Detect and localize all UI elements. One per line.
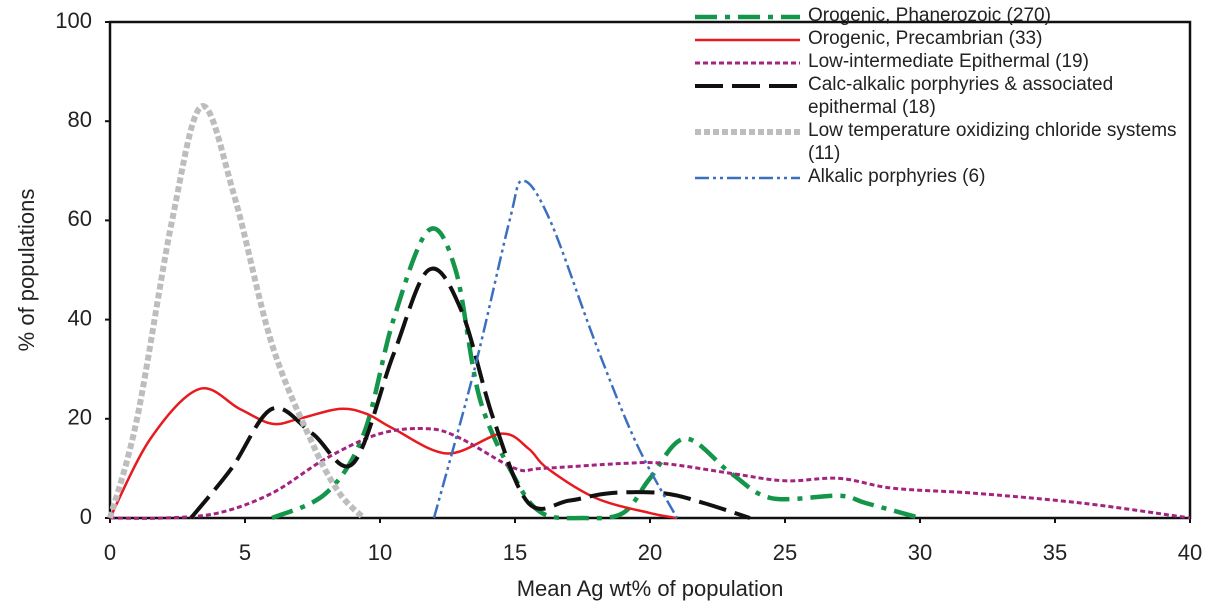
legend-entry: Orogenic, Precambrian (33) (808, 28, 1043, 49)
x-tick-label: 40 (1178, 540, 1202, 565)
x-tick-label: 35 (1043, 540, 1067, 565)
legend-label: Orogenic, Precambrian (33) (808, 28, 1043, 49)
x-tick-label: 30 (908, 540, 932, 565)
y-axis-label: % of populations (14, 189, 39, 352)
y-tick-label: 40 (68, 305, 92, 330)
y-tick-label: 20 (68, 405, 92, 430)
y-tick-label: 60 (68, 206, 92, 231)
series-line (271, 226, 921, 521)
series-line (109, 426, 1191, 520)
x-tick-label: 5 (239, 540, 251, 565)
series-line (432, 179, 679, 519)
legend-entry: Alkalic porphyries (6) (808, 166, 986, 187)
x-tick-label: 0 (104, 540, 116, 565)
legend-label: Alkalic porphyries (6) (808, 166, 986, 187)
y-tick-label: 0 (80, 504, 92, 529)
legend-entry: Orogenic, Phanerozoic (270) (808, 5, 1051, 26)
legend-entry: Calc-alkalic porphyries & associated epi… (808, 74, 1114, 118)
legend-entry: Low temperature oxidizing chloride syste… (808, 120, 1177, 164)
legend-label: Calc-alkalic porphyries & associated epi… (808, 74, 1114, 118)
x-tick-label: 15 (503, 540, 527, 565)
series-line (108, 386, 678, 520)
series-line (107, 103, 366, 521)
legend-label: Low temperature oxidizing chloride syste… (808, 120, 1177, 164)
legend-label: Orogenic, Phanerozoic (270) (808, 5, 1051, 26)
y-tick-label: 100 (55, 8, 92, 33)
x-tick-label: 20 (638, 540, 662, 565)
y-tick-label: 80 (68, 107, 92, 132)
legend-entry: Low-intermediate Epithermal (19) (808, 51, 1089, 72)
series-line (189, 266, 751, 520)
legend-label: Low-intermediate Epithermal (19) (808, 51, 1089, 72)
x-axis-label: Mean Ag wt% of population (517, 576, 784, 601)
x-tick-label: 10 (368, 540, 392, 565)
x-tick-label: 25 (773, 540, 797, 565)
